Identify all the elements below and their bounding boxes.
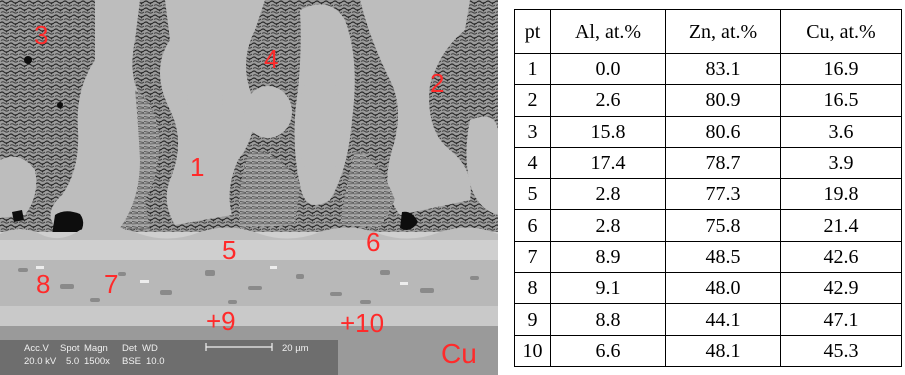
point-label-8: 8 [36, 269, 50, 299]
point-label-9: +9 [206, 306, 236, 336]
table-row: 1 0.0 83.1 16.9 [514, 52, 902, 86]
cell-cu: 45.3 [780, 334, 902, 368]
intermetallic-layer-lower [0, 306, 498, 326]
table-row: 2 2.6 80.9 16.5 [514, 84, 902, 117]
cu-label: Cu [441, 338, 477, 369]
header-pt: pt [514, 9, 551, 54]
cell-cu: 21.4 [780, 209, 902, 242]
caption-spot: Spot [60, 343, 80, 354]
table-row: 9 8.8 44.1 47.1 [514, 303, 902, 336]
cell-zn: 78.7 [665, 146, 781, 180]
table-row: 5 2.8 77.3 19.8 [514, 178, 902, 211]
point-label-10: +10 [340, 308, 384, 338]
cell-cu: 42.6 [780, 240, 902, 274]
cell-zn: 75.8 [665, 209, 781, 242]
cell-al: 8.8 [550, 303, 666, 336]
cell-pt: 4 [514, 146, 551, 180]
point-label-7: 7 [104, 269, 118, 299]
particle-band [0, 260, 498, 308]
fine-eutectic-patches [120, 90, 395, 230]
cell-cu: 3.6 [780, 115, 902, 148]
cell-al: 8.9 [550, 240, 666, 274]
table-row: 8 9.1 48.0 42.9 [514, 272, 902, 305]
cell-al: 2.8 [550, 178, 666, 211]
cell-cu: 16.9 [780, 52, 902, 86]
cell-zn: 44.1 [665, 303, 781, 336]
cell-pt: 7 [514, 240, 551, 274]
point-label-2: 2 [430, 68, 444, 98]
sem-micrograph: 3 4 2 1 5 6 8 7 +9 +10 Cu Acc.V Spot Mag… [0, 0, 498, 375]
instrument-caption: Acc.V Spot Magn Det WD 20.0 kV 5.0 1500x… [24, 343, 309, 367]
caption-spot-value: 5.0 [66, 356, 79, 367]
cell-zn: 48.5 [665, 240, 781, 274]
cell-al: 0.0 [550, 52, 666, 86]
caption-wd-value: 10.0 [146, 356, 165, 367]
caption-magn: Magn [84, 343, 108, 354]
point-labels: 3 4 2 1 5 6 8 7 +9 +10 Cu [34, 20, 477, 369]
caption-bar [0, 340, 338, 375]
caption-magn-value: 1500x [84, 356, 110, 367]
cell-zn: 48.1 [665, 334, 781, 368]
cell-cu: 42.9 [780, 272, 902, 305]
table-row: 6 2.8 75.8 21.4 [514, 209, 902, 242]
cell-zn: 83.1 [665, 52, 781, 86]
scale-bar-label: 20 µm [282, 343, 309, 354]
cell-zn: 80.9 [665, 84, 781, 117]
point-label-5: 5 [222, 235, 236, 265]
cell-cu: 16.5 [780, 84, 902, 117]
cell-pt: 1 [514, 52, 551, 86]
point-label-3: 3 [34, 20, 48, 50]
point-label-1: 1 [190, 152, 204, 182]
cell-cu: 3.9 [780, 146, 902, 180]
cell-pt: 8 [514, 272, 551, 305]
table-row: 7 8.9 48.5 42.6 [514, 240, 902, 274]
caption-wd: WD [142, 343, 158, 354]
cell-pt: 9 [514, 303, 551, 336]
caption-kv: 20.0 kV [24, 356, 57, 367]
header-al: Al, at.% [550, 9, 666, 54]
cell-zn: 77.3 [665, 178, 781, 211]
scalloped-interface [0, 226, 498, 240]
cell-al: 2.8 [550, 209, 666, 242]
table-row: 3 15.8 80.6 3.6 [514, 115, 902, 148]
cell-zn: 80.6 [665, 115, 781, 148]
point-label-6: 6 [366, 227, 380, 257]
composition-table: pt Al, at.% Zn, at.% Cu, at.% 1 0.0 83.1 16… [514, 9, 902, 368]
header-zn: Zn, at.% [665, 9, 781, 54]
particles [18, 268, 479, 304]
cell-al: 17.4 [550, 146, 666, 180]
table-header-row: pt Al, at.% Zn, at.% Cu, at.% [514, 9, 902, 54]
caption-det-value: BSE [122, 356, 141, 367]
bright-particles [36, 266, 408, 285]
caption-acc-v: Acc.V [24, 343, 49, 354]
scale-bar [205, 343, 273, 351]
table-row: 4 17.4 78.7 3.9 [514, 146, 902, 180]
cell-cu: 47.1 [780, 303, 902, 336]
cell-al: 15.8 [550, 115, 666, 148]
cell-pt: 10 [514, 334, 551, 368]
cell-pt: 3 [514, 115, 551, 148]
table-body: 1 0.0 83.1 16.9 2 2.6 80.9 16.5 3 15.8 80.6 3.6 4 17.… [514, 52, 902, 368]
cell-pt: 5 [514, 178, 551, 211]
cell-al: 9.1 [550, 272, 666, 305]
cell-pt: 6 [514, 209, 551, 242]
cell-al: 6.6 [550, 334, 666, 368]
cell-pt: 2 [514, 84, 551, 117]
caption-det: Det [122, 343, 137, 354]
header-cu: Cu, at.% [780, 9, 902, 54]
point-label-4: 4 [264, 44, 278, 74]
primary-phase-dendrites [0, 0, 498, 232]
cell-al: 2.6 [550, 84, 666, 117]
cell-zn: 48.0 [665, 272, 781, 305]
table-row: 10 6.6 48.1 45.3 [514, 334, 902, 368]
cell-cu: 19.8 [780, 178, 902, 211]
